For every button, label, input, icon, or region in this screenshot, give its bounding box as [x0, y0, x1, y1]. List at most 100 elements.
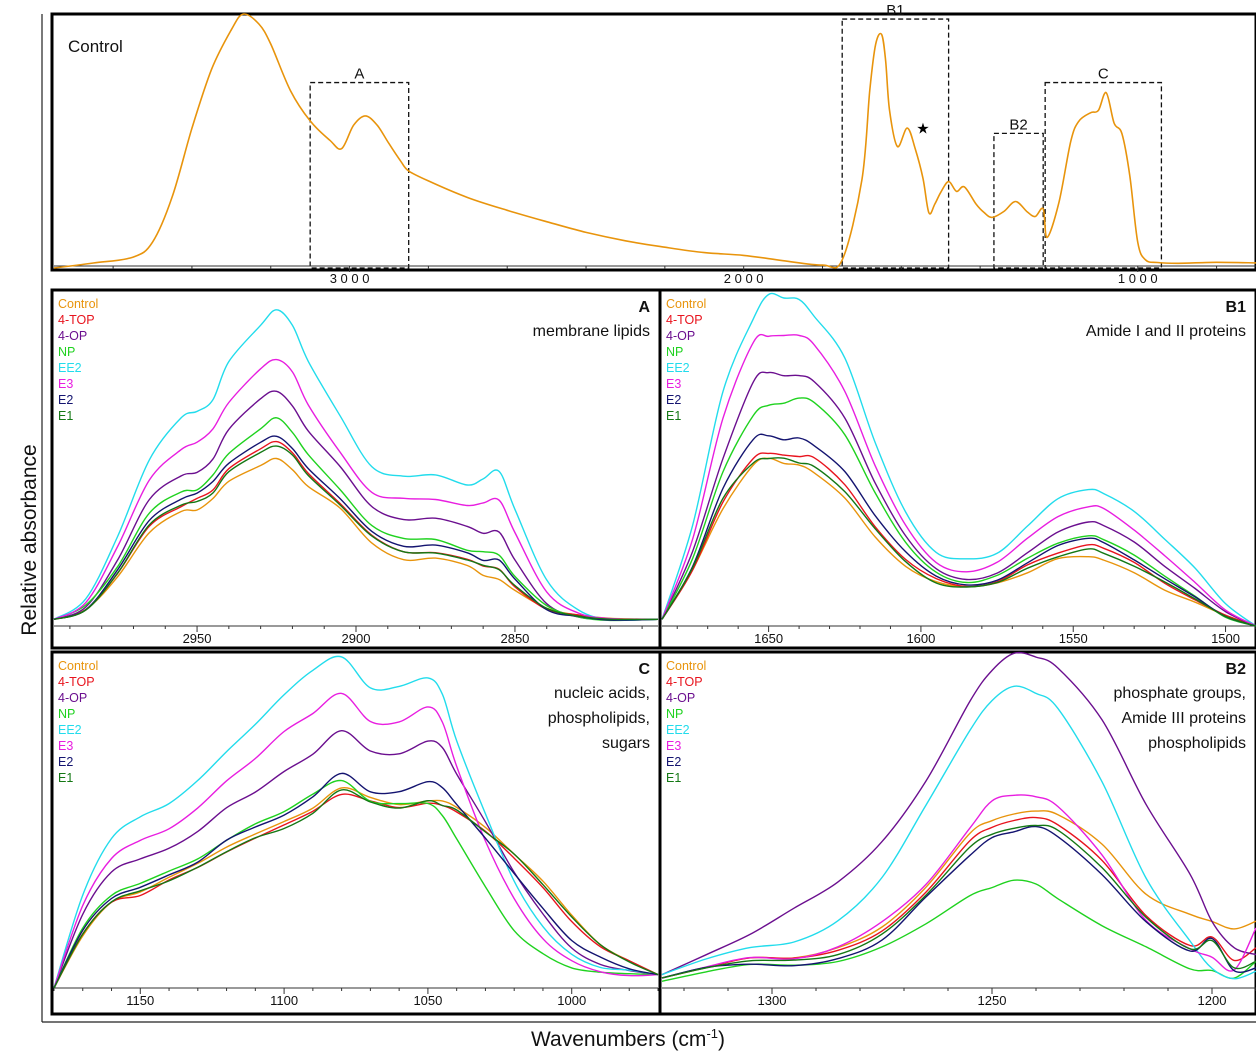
legend-C-EE2: EE2: [58, 723, 82, 737]
line-C-E1: [53, 789, 659, 989]
x-axis-label-close: ): [718, 1028, 725, 1051]
x-axis-label-text: Wavenumbers (cm: [531, 1028, 707, 1051]
x-tick-label-B1-1650: 1650: [754, 631, 783, 646]
panel-subtitle-B1-0: Amide I and II proteins: [1086, 323, 1246, 340]
line-B1-4-TOP: [661, 452, 1256, 627]
legend-C-Control: Control: [58, 659, 98, 673]
panel-frame-overview: [50, 12, 1256, 272]
x-tick-label-B2-1300: 1300: [758, 993, 787, 1008]
line-C-Control: [53, 786, 659, 989]
region-box-B2: [993, 132, 1044, 269]
legend-B1-EE2: EE2: [666, 361, 690, 375]
line-A-NP: [53, 417, 659, 622]
line-B2-NP: [661, 879, 1256, 982]
region-box-C: [1044, 81, 1163, 269]
legend-A-4-TOP: 4-TOP: [58, 313, 95, 327]
region-label-A: A: [354, 66, 364, 83]
legend-B1-E3: E3: [666, 377, 681, 391]
panel-frame-B1: [658, 288, 1256, 650]
x-tick-label-B1-1500: 1500: [1211, 631, 1240, 646]
legend-B2-EE2: EE2: [666, 723, 690, 737]
panel-subtitle-C-0: nucleic acids,: [554, 685, 650, 702]
line-A-4-TOP: [53, 440, 659, 621]
x-tick-label-C-1150: 1150: [126, 993, 154, 1008]
line-A-E3: [53, 358, 659, 621]
line-A-Control: [53, 457, 659, 620]
line-A-E1: [53, 445, 659, 621]
legend-B1-4-TOP: 4-TOP: [666, 313, 703, 327]
panel-letter-C: C: [638, 661, 650, 678]
line-C-EE2: [53, 655, 659, 989]
legend-A-4-OP: 4-OP: [58, 329, 87, 343]
region-box-A: [309, 81, 410, 269]
legend-C-NP: NP: [58, 707, 75, 721]
x-tick-label-C-1100: 1100: [270, 993, 298, 1008]
x-tick-label-C-1000: 1000: [557, 993, 586, 1008]
x-tick-label-A-2850: 2850: [500, 631, 529, 646]
star-marker: ★: [916, 120, 929, 137]
panel-frame-A: [50, 288, 662, 650]
region-label-B2: B2: [1009, 116, 1027, 133]
legend-C-4-TOP: 4-TOP: [58, 675, 95, 689]
panel-letter-B2: B2: [1226, 661, 1247, 678]
legend-B2-E3: E3: [666, 739, 681, 753]
panel-subtitle-A-0: membrane lipids: [533, 323, 650, 340]
line-C-E3: [53, 692, 659, 989]
x-tick-label-A-2900: 2900: [342, 631, 371, 646]
legend-B2-4-TOP: 4-TOP: [666, 675, 703, 689]
line-B1-EE2: [661, 292, 1256, 627]
line-B1-NP: [661, 397, 1256, 627]
line-B1-E2: [661, 433, 1256, 627]
x-axis-label-superscript: -1: [706, 1026, 718, 1041]
panel-letter-B1: B1: [1226, 299, 1247, 316]
line-B1-4-OP: [661, 371, 1256, 627]
legend-B1-4-OP: 4-OP: [666, 329, 695, 343]
line-B2-E3: [661, 794, 1256, 979]
x-tick-label-A-2950: 2950: [183, 631, 212, 646]
legend-A-E1: E1: [58, 409, 73, 423]
line-B2-E1: [661, 824, 1256, 979]
panel-subtitle-B2-1: Amide III proteins: [1122, 710, 1247, 727]
legend-A-E2: E2: [58, 393, 73, 407]
legend-B2-NP: NP: [666, 707, 683, 721]
x-tick-label-top-3000: 3 0 0 0: [330, 271, 370, 286]
legend-B1-E2: E2: [666, 393, 681, 407]
legend-B2-E2: E2: [666, 755, 681, 769]
legend-B1-Control: Control: [666, 297, 706, 311]
legend-A-E3: E3: [58, 377, 73, 391]
line-A-EE2: [53, 309, 659, 621]
line-overview-Control: [53, 13, 1256, 269]
region-box-B1: [841, 18, 950, 269]
line-A-4-OP: [53, 390, 659, 620]
line-B2-E2: [661, 825, 1256, 979]
legend-A-EE2: EE2: [58, 361, 82, 375]
line-C-NP: [53, 779, 659, 989]
panel-letter-A: A: [638, 299, 650, 316]
x-tick-label-B1-1550: 1550: [1059, 631, 1088, 646]
region-label-C: C: [1098, 66, 1109, 83]
line-C-E2: [53, 772, 659, 989]
line-B2-EE2: [661, 685, 1256, 980]
legend-B2-4-OP: 4-OP: [666, 691, 695, 705]
panel-subtitle-C-2: sugars: [602, 735, 650, 752]
legend-B2-Control: Control: [666, 659, 706, 673]
legend-A-NP: NP: [58, 345, 75, 359]
panel-subtitle-B2-2: phospholipids: [1148, 735, 1246, 752]
legend-B1-NP: NP: [666, 345, 683, 359]
x-tick-label-B2-1250: 1250: [978, 993, 1007, 1008]
panel-label-control: Control: [68, 37, 123, 56]
line-C-4-OP: [53, 729, 659, 989]
panel-subtitle-C-1: phospholipids,: [548, 710, 650, 727]
line-B1-E1: [661, 457, 1256, 627]
y-axis-label-text: Relative absorbance: [18, 444, 41, 636]
y-axis-label: Relative absorbance: [10, 444, 50, 635]
line-B1-E3: [661, 333, 1256, 627]
legend-C-4-OP: 4-OP: [58, 691, 87, 705]
line-B2-4-TOP: [661, 816, 1256, 979]
panel-subtitle-B2-0: phosphate groups,: [1113, 685, 1246, 702]
legend-C-E2: E2: [58, 755, 73, 769]
legend-C-E1: E1: [58, 771, 73, 785]
line-B2-Control: [661, 810, 1256, 979]
legend-C-E3: E3: [58, 739, 73, 753]
